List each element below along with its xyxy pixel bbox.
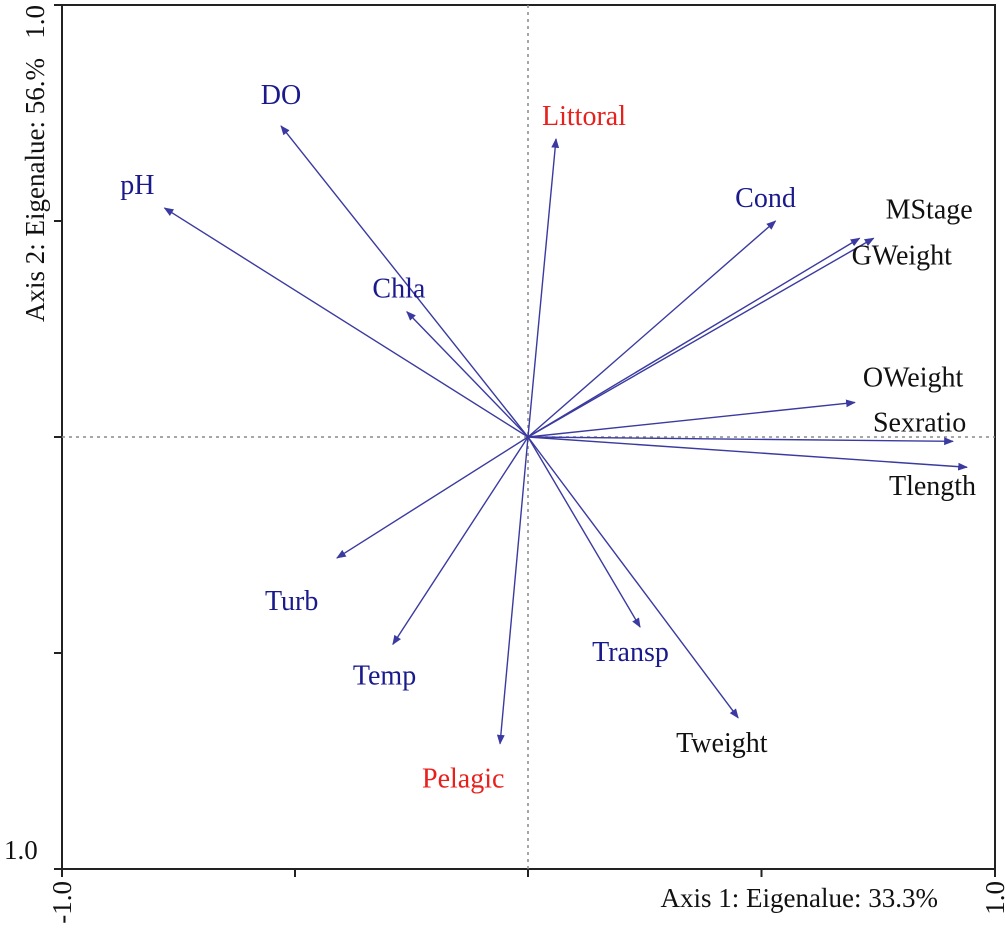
vector-label-chla: Chla [372, 274, 425, 305]
vector-arrow-temp [392, 436, 529, 646]
y-axis-ticks: 1.0 1.0 [4, 4, 62, 870]
vector-arrow-sexratio [527, 436, 954, 446]
vector-arrows: DO pH Chla Littoral Cond MStage GWeight OWeight… [120, 80, 976, 795]
vector-label-mstage: MStage [886, 194, 973, 225]
vector-label-pelagic: Pelagic [422, 764, 504, 795]
vector-arrow-turb [336, 436, 529, 559]
y-tick-label: 1.0 [4, 835, 38, 865]
vector-arrow-littoral [527, 137, 560, 438]
vector-label-gweight: GWeight [852, 240, 953, 271]
vector-label-temp: Temp [353, 660, 416, 691]
vector-arrow-gweight [527, 237, 861, 438]
x-axis-title: Axis 1: Eigenalue: 33.3% [661, 883, 938, 913]
vector-label-sexratio: Sexratio [873, 407, 966, 438]
x-tick-label: 1.0 [980, 881, 1005, 915]
vector-label-littoral: Littoral [542, 101, 626, 132]
vector-arrow-ph [163, 207, 529, 438]
vector-arrow-mstage [527, 237, 875, 438]
vector-label-cond: Cond [735, 183, 796, 214]
vector-arrow-pelagic [496, 436, 529, 745]
vector-arrow-do [280, 125, 529, 438]
vector-label-oweight: OWeight [863, 362, 964, 393]
vector-label-tweight: Tweight [676, 728, 768, 759]
vector-arrow-chla [406, 311, 529, 438]
vector-label-do: DO [261, 80, 301, 111]
vector-arrow-transp [527, 436, 641, 628]
x-axis-ticks: -1.0 1.0 [47, 869, 1005, 924]
vector-label-transp: Transp [592, 637, 669, 668]
vector-arrow-oweight [527, 399, 856, 438]
x-tick-label: -1.0 [47, 881, 77, 924]
vector-arrow-cond [527, 220, 777, 438]
vector-label-ph: pH [120, 170, 154, 201]
y-axis-title: Axis 2: Eigenalue: 56.% [20, 58, 50, 322]
y-tick-label: 1.0 [20, 5, 50, 39]
vector-arrow-tlength [527, 436, 968, 471]
vector-label-tlength: Tlength [889, 471, 976, 502]
vector-arrow-tweight [527, 436, 739, 719]
vector-label-turb: Turb [265, 586, 318, 617]
